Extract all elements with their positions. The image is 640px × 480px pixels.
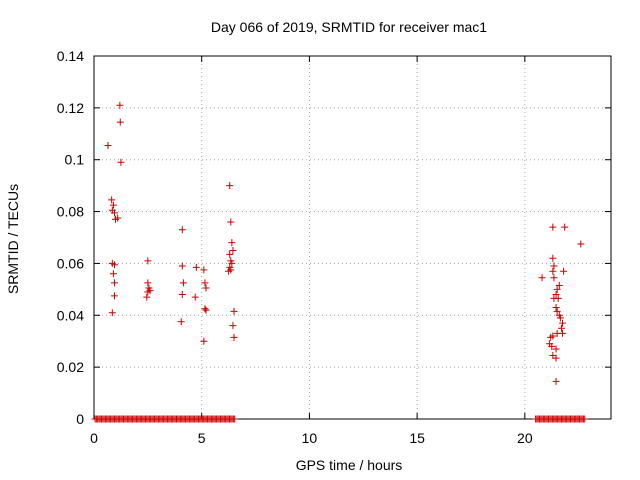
plot-frame [93,55,612,420]
x-tick-label: 0 [90,430,98,446]
y-axis-label: SRMTID / TECUs [5,184,21,294]
data-point [110,292,118,300]
data-point [549,267,557,275]
x-tick-label: 10 [302,430,318,446]
data-point [226,182,234,190]
data-point [226,250,234,258]
data-point [108,196,116,204]
data-point [200,337,208,345]
data-point [547,333,555,341]
data-point [552,354,560,362]
zero-data-point [581,415,589,423]
data-point [192,263,200,271]
data-point [548,342,556,350]
data-point [538,274,546,282]
x-axis-label: GPS time / hours [296,457,403,473]
data-point [178,262,186,270]
data-point [117,158,125,166]
y-tick-label: 0.02 [57,359,84,375]
data-points [91,101,589,423]
data-point [553,285,561,293]
data-point [200,266,208,274]
data-point [552,291,560,299]
zero-data-point [231,415,239,423]
data-point [559,319,567,327]
data-point [552,304,560,312]
data-point [577,240,585,248]
data-point [227,266,235,274]
y-tick-label: 0.04 [57,307,84,323]
data-point [110,279,118,287]
data-point [549,223,557,231]
x-tick-labels: 0 5 10 15 20 [90,430,533,446]
data-point [549,254,557,262]
data-point [109,270,117,278]
data-point [114,214,122,222]
data-point [178,291,186,299]
data-point [202,284,210,292]
data-point [110,261,118,269]
data-point [116,101,124,109]
data-point [550,274,558,282]
chart-title: Day 066 of 2019, SRMTID for receiver mac… [211,19,487,35]
data-point [143,293,151,301]
data-point [116,118,124,126]
data-point [555,281,563,289]
data-point [109,201,117,209]
data-point [556,314,564,322]
data-point [560,267,568,275]
data-point [191,293,199,301]
data-point [110,209,118,217]
data-point [230,333,238,341]
y-tick-label: 0.1 [65,152,85,168]
data-point [201,305,209,313]
data-point [550,262,558,270]
data-point [177,318,185,326]
y-tick-label: 0.14 [57,48,84,64]
x-tick-label: 15 [409,430,425,446]
y-tick-label: 0.12 [57,100,84,116]
x-tick-label: 20 [517,430,533,446]
data-point [557,324,565,332]
data-point [179,279,187,287]
grid-lines [94,56,611,419]
data-point [227,218,235,226]
data-point [201,279,209,287]
data-point [229,322,237,330]
data-point [553,307,561,315]
data-point [550,294,558,302]
data-point [228,259,236,267]
y-tick-label: 0.08 [57,204,84,220]
data-point [144,288,152,296]
data-point [552,377,560,385]
data-point [202,306,210,314]
data-point [144,279,152,287]
y-tick-label: 0 [76,411,84,427]
data-point [230,307,238,315]
y-tick-labels: 0 0.02 0.04 0.06 0.08 0.1 0.12 0.14 [57,48,84,427]
data-point [552,345,560,353]
y-tick-label: 0.06 [57,255,84,271]
x-tick-label: 5 [198,430,206,446]
data-point [144,257,152,265]
data-point [104,141,112,149]
data-point [553,329,561,337]
data-point [228,239,236,247]
data-point [178,226,186,234]
data-point [561,223,569,231]
data-point [229,246,237,254]
data-point [108,309,116,317]
